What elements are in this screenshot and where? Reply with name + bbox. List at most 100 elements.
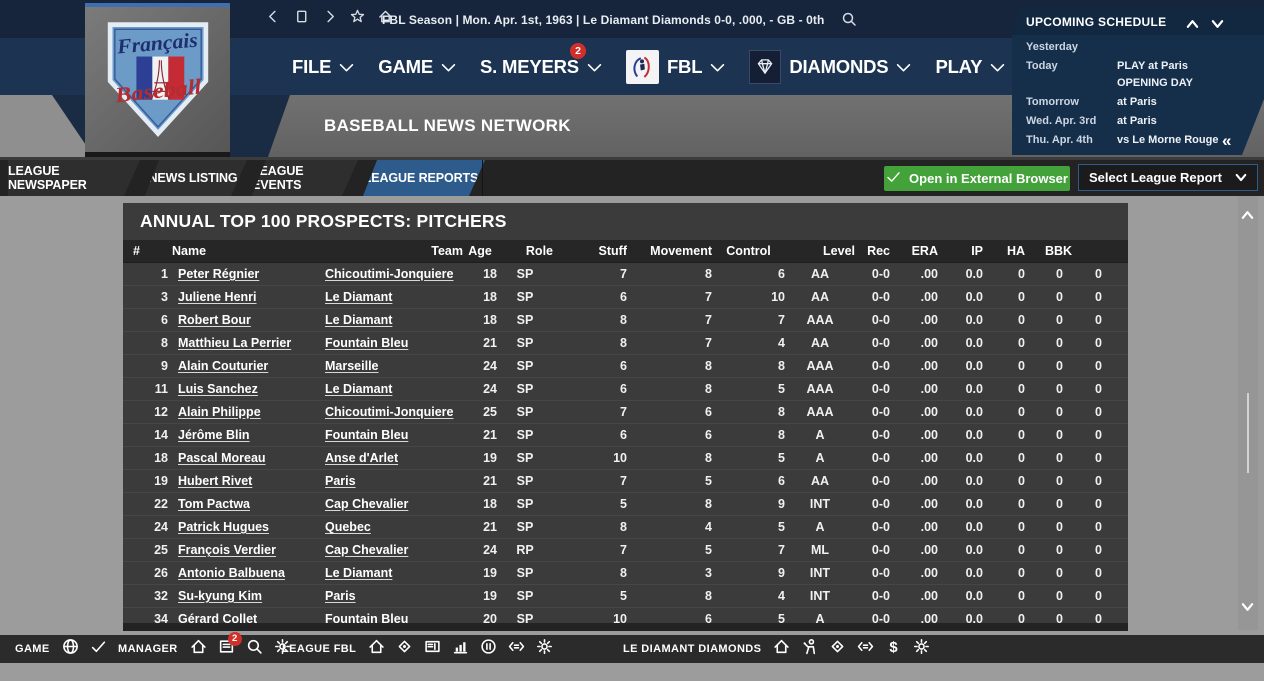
rank-cell: 34 [154,612,168,623]
player-link[interactable]: Robert Bour [178,313,251,327]
movement-cell: 6 [705,612,712,623]
name-cell: François Verdier [168,543,321,557]
stats-icon[interactable] [452,638,469,660]
table-row: 14 Jérôme Blin Fountain Bleu 21 SP 6 6 8… [123,424,1128,447]
forward-icon[interactable] [322,9,337,29]
back-icon[interactable] [266,9,281,29]
player-link[interactable]: Su-kyung Kim [178,589,263,603]
chevron-down-icon[interactable] [1211,16,1224,34]
tab[interactable]: LEAGUE EVENTS [252,160,358,196]
team-link[interactable]: Le Diamant [325,290,393,304]
search-icon[interactable] [246,638,263,660]
k-cell: 0 [1095,336,1102,350]
scroll-up-icon[interactable] [1241,207,1254,225]
check-icon[interactable] [90,638,107,660]
player-link[interactable]: Gérard Collet [178,612,258,623]
globe-icon[interactable] [62,638,79,660]
settings-icon[interactable] [274,638,291,660]
manager-icon[interactable] [801,638,818,660]
header: FBL Season | Mon. Apr. 1st, 1963 | Le Di… [0,0,1264,160]
chevron-down-icon [587,56,602,78]
ip-cell: 0.0 [965,405,983,419]
team-link[interactable]: Le Diamant [325,566,393,580]
window-icon[interactable] [294,9,309,29]
role-cell: SP [516,290,534,304]
menu-game[interactable]: GAME [378,56,456,78]
player-link[interactable]: Patrick Hugues [178,520,270,534]
team-link[interactable]: Paris [325,589,356,603]
player-link[interactable]: Peter Régnier [178,267,260,281]
tab-label: LEAGUE NEWSPAPER [8,164,87,192]
player-link[interactable]: Luis Sanchez [178,382,258,396]
home-icon[interactable] [773,638,790,660]
finances-icon[interactable]: $ [885,638,902,660]
team-link[interactable]: Fountain Bleu [325,612,409,623]
settings-icon[interactable] [536,638,553,660]
player-link[interactable]: François Verdier [178,543,276,557]
chevron-down-icon [896,56,911,78]
age-cell: 24 [483,382,497,396]
team-link[interactable]: Fountain Bleu [325,428,409,442]
star-icon[interactable] [350,9,365,29]
menu-play[interactable]: PLAY [935,56,1005,78]
player-link[interactable]: Hubert Rivet [178,474,253,488]
player-link[interactable]: Tom Pactwa [178,497,251,511]
tab[interactable]: LEAGUE REPORTS [363,160,485,196]
menu-file[interactable]: FILE [292,56,354,78]
team-link[interactable]: Marseille [325,359,379,373]
scroll-down-icon[interactable] [1241,599,1254,617]
team-link[interactable]: Chicoutimi-Jonquiere [325,267,454,281]
chevron-up-icon[interactable] [1186,16,1199,34]
home-icon[interactable] [190,638,207,660]
table-row: 1 Peter Régnier Chicoutimi-Jonquiere 18 … [123,263,1128,286]
team-cell: Le Diamant [321,382,463,396]
movement-cell: 3 [705,566,712,580]
location-icon[interactable] [396,638,413,660]
menu-manager[interactable]: S. MEYERS 2 [480,42,602,78]
search-icon[interactable] [841,11,857,32]
team-link[interactable]: Quebec [325,520,371,534]
team-link[interactable]: Fountain Bleu [325,336,409,350]
role-cell: SP [516,405,534,419]
open-external-browser-button[interactable]: Open in External Browser [884,166,1070,191]
location-icon[interactable] [829,638,846,660]
home-icon[interactable] [368,638,385,660]
standings-icon[interactable] [480,638,497,660]
team-link[interactable]: Chicoutimi-Jonquiere [325,405,454,419]
name-cell: Hubert Rivet [168,474,321,488]
team-link[interactable]: Le Diamant [325,382,393,396]
role-cell: SP [516,267,534,281]
team-link[interactable]: Le Diamant [325,313,393,327]
scrollbar-thumb[interactable] [1247,393,1249,473]
player-link[interactable]: Pascal Moreau [178,451,266,465]
menu-league[interactable]: FBL [625,49,725,84]
menu-team[interactable]: DIAMONDS [749,49,911,84]
player-link[interactable]: Juliene Henri [178,290,257,304]
team-link[interactable]: Paris [325,474,356,488]
player-link[interactable]: Alain Philippe [178,405,261,419]
player-link[interactable]: Alain Couturier [178,359,269,373]
player-link[interactable]: Jérôme Blin [178,428,250,442]
transactions-icon[interactable] [857,638,874,660]
scoreboard-icon[interactable] [424,638,441,660]
level-cell: AAA [806,382,834,396]
tab[interactable]: NEWS LISTING [145,160,247,196]
bb-cell: 0 [1056,612,1063,623]
team-link[interactable]: Cap Chevalier [325,543,409,557]
era-cell: .00 [920,336,938,350]
settings-icon[interactable] [913,638,930,660]
chevron-down-icon [990,56,1005,78]
home-icon[interactable] [378,9,393,29]
stuff-cell: 6 [620,290,627,304]
select-league-report-dropdown[interactable]: Select League Report [1078,164,1258,191]
player-link[interactable]: Antonio Balbuena [178,566,285,580]
collapse-panel-icon[interactable]: « [1222,131,1232,150]
age-cell: 25 [483,405,497,419]
column-header: Stuff [598,244,627,258]
transactions-icon[interactable] [508,638,525,660]
player-link[interactable]: Matthieu La Perrier [178,336,292,350]
team-link[interactable]: Cap Chevalier [325,497,409,511]
tab[interactable]: LEAGUE NEWSPAPER [8,160,140,196]
team-link[interactable]: Anse d'Arlet [325,451,399,465]
news-icon[interactable]: 2 [218,632,242,660]
